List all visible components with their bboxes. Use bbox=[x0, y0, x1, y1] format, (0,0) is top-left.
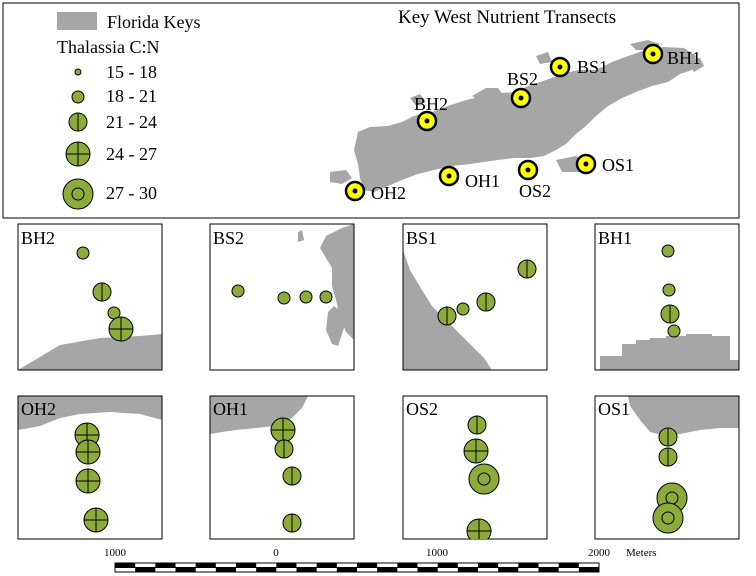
station-marker-oh1: OH1 bbox=[438, 165, 500, 191]
scale-tick-label: 0 bbox=[273, 547, 279, 559]
sample-symbol bbox=[270, 417, 296, 443]
sample-symbol bbox=[75, 439, 101, 465]
legend-class-label: 27 - 30 bbox=[106, 183, 157, 203]
station-label: OS1 bbox=[602, 155, 634, 175]
legend-symbol-class-3 bbox=[68, 112, 88, 132]
panel-title-bh1: BH1 bbox=[598, 228, 632, 248]
scale-tick-label: 2000 bbox=[588, 547, 611, 559]
station-marker-bs1: BS1 bbox=[549, 56, 608, 78]
sample-symbol bbox=[437, 306, 457, 326]
legend-class-label: 21 - 24 bbox=[106, 112, 157, 132]
legend-symbol-class-4 bbox=[65, 141, 91, 167]
sample-symbol bbox=[517, 259, 537, 279]
station-label: BH1 bbox=[667, 48, 701, 68]
panel-land bbox=[18, 224, 739, 436]
station-marker-os2: OS2 bbox=[517, 159, 551, 201]
sample-symbol bbox=[658, 447, 678, 467]
panel-title-bs1: BS1 bbox=[406, 228, 437, 248]
sample-symbol bbox=[231, 284, 245, 298]
legend-class-label: 24 - 27 bbox=[106, 144, 157, 164]
sample-symbol bbox=[661, 244, 675, 258]
sample-symbol bbox=[468, 463, 500, 495]
station-label: OH1 bbox=[465, 171, 500, 191]
sample-symbol bbox=[662, 283, 676, 297]
sample-symbol bbox=[76, 246, 90, 260]
sample-symbol bbox=[277, 291, 291, 305]
sample-symbol bbox=[467, 415, 487, 435]
sample-symbol bbox=[75, 468, 101, 494]
sample-symbol bbox=[466, 518, 492, 539]
sample-symbol bbox=[108, 316, 134, 342]
sample-symbol bbox=[667, 324, 681, 338]
scale-tick-label: 1000 bbox=[104, 547, 127, 559]
sample-symbol bbox=[476, 292, 496, 312]
panel-frames bbox=[17, 223, 740, 540]
sample-symbol bbox=[274, 439, 294, 459]
sample-symbols bbox=[74, 244, 688, 539]
panel-title-bs2: BS2 bbox=[213, 228, 244, 248]
legend-symbol-class-5 bbox=[62, 178, 94, 210]
sample-symbol bbox=[83, 507, 109, 533]
station-label: OS2 bbox=[519, 181, 551, 201]
map-title: Key West Nutrient Transects bbox=[398, 7, 616, 28]
station-label: BS2 bbox=[507, 69, 538, 89]
sample-symbol bbox=[319, 290, 333, 304]
panel-title-oh2: OH2 bbox=[21, 399, 56, 419]
sample-symbol bbox=[652, 502, 684, 534]
panel-title-oh1: OH1 bbox=[213, 399, 248, 419]
land-legend-label: Florida Keys bbox=[107, 12, 201, 32]
legend-class-label: 18 - 21 bbox=[106, 86, 157, 106]
sample-symbol bbox=[282, 513, 302, 533]
sample-symbol bbox=[660, 304, 680, 324]
legend-symbol-class-2 bbox=[71, 90, 85, 104]
sample-symbol bbox=[282, 466, 302, 486]
station-marker-bh2: BH2 bbox=[414, 94, 448, 132]
size-legend: 15 - 18 18 - 21 21 - 24 24 - 27 27 - 30 bbox=[62, 62, 157, 210]
scale-tick-label: 1000 bbox=[426, 547, 449, 559]
station-label: BS1 bbox=[577, 57, 608, 77]
sample-symbol bbox=[92, 282, 112, 302]
sample-symbol bbox=[299, 290, 313, 304]
sample-symbol bbox=[456, 302, 470, 316]
station-marker-bh1: BH1 bbox=[642, 43, 701, 68]
scale-bar-segments bbox=[114, 562, 600, 573]
station-marker-os1: OS1 bbox=[575, 153, 634, 175]
sample-symbol bbox=[463, 438, 489, 464]
station-marker-oh2: OH2 bbox=[344, 180, 406, 203]
scale-bar: 1000 0 1000 2000 Meters bbox=[104, 547, 657, 573]
legend-class-label: 15 - 18 bbox=[106, 62, 157, 82]
panel-title-os2: OS2 bbox=[406, 399, 438, 419]
station-markers: BH1 BS1 BS2 BH2 OS1 OS2 OH1 OH2 bbox=[344, 43, 701, 203]
station-marker-bs2: BS2 bbox=[507, 69, 538, 109]
land-legend-swatch bbox=[57, 12, 97, 30]
variable-legend-title: Thalassia C:N bbox=[57, 37, 159, 57]
panel-title-os1: OS1 bbox=[598, 399, 630, 419]
sample-symbol bbox=[658, 427, 678, 447]
station-label: OH2 bbox=[371, 183, 406, 203]
panel-title-bh2: BH2 bbox=[21, 228, 55, 248]
scale-unit-label: Meters bbox=[626, 547, 657, 559]
legend-symbol-class-1 bbox=[74, 68, 82, 76]
station-label: BH2 bbox=[414, 94, 448, 114]
